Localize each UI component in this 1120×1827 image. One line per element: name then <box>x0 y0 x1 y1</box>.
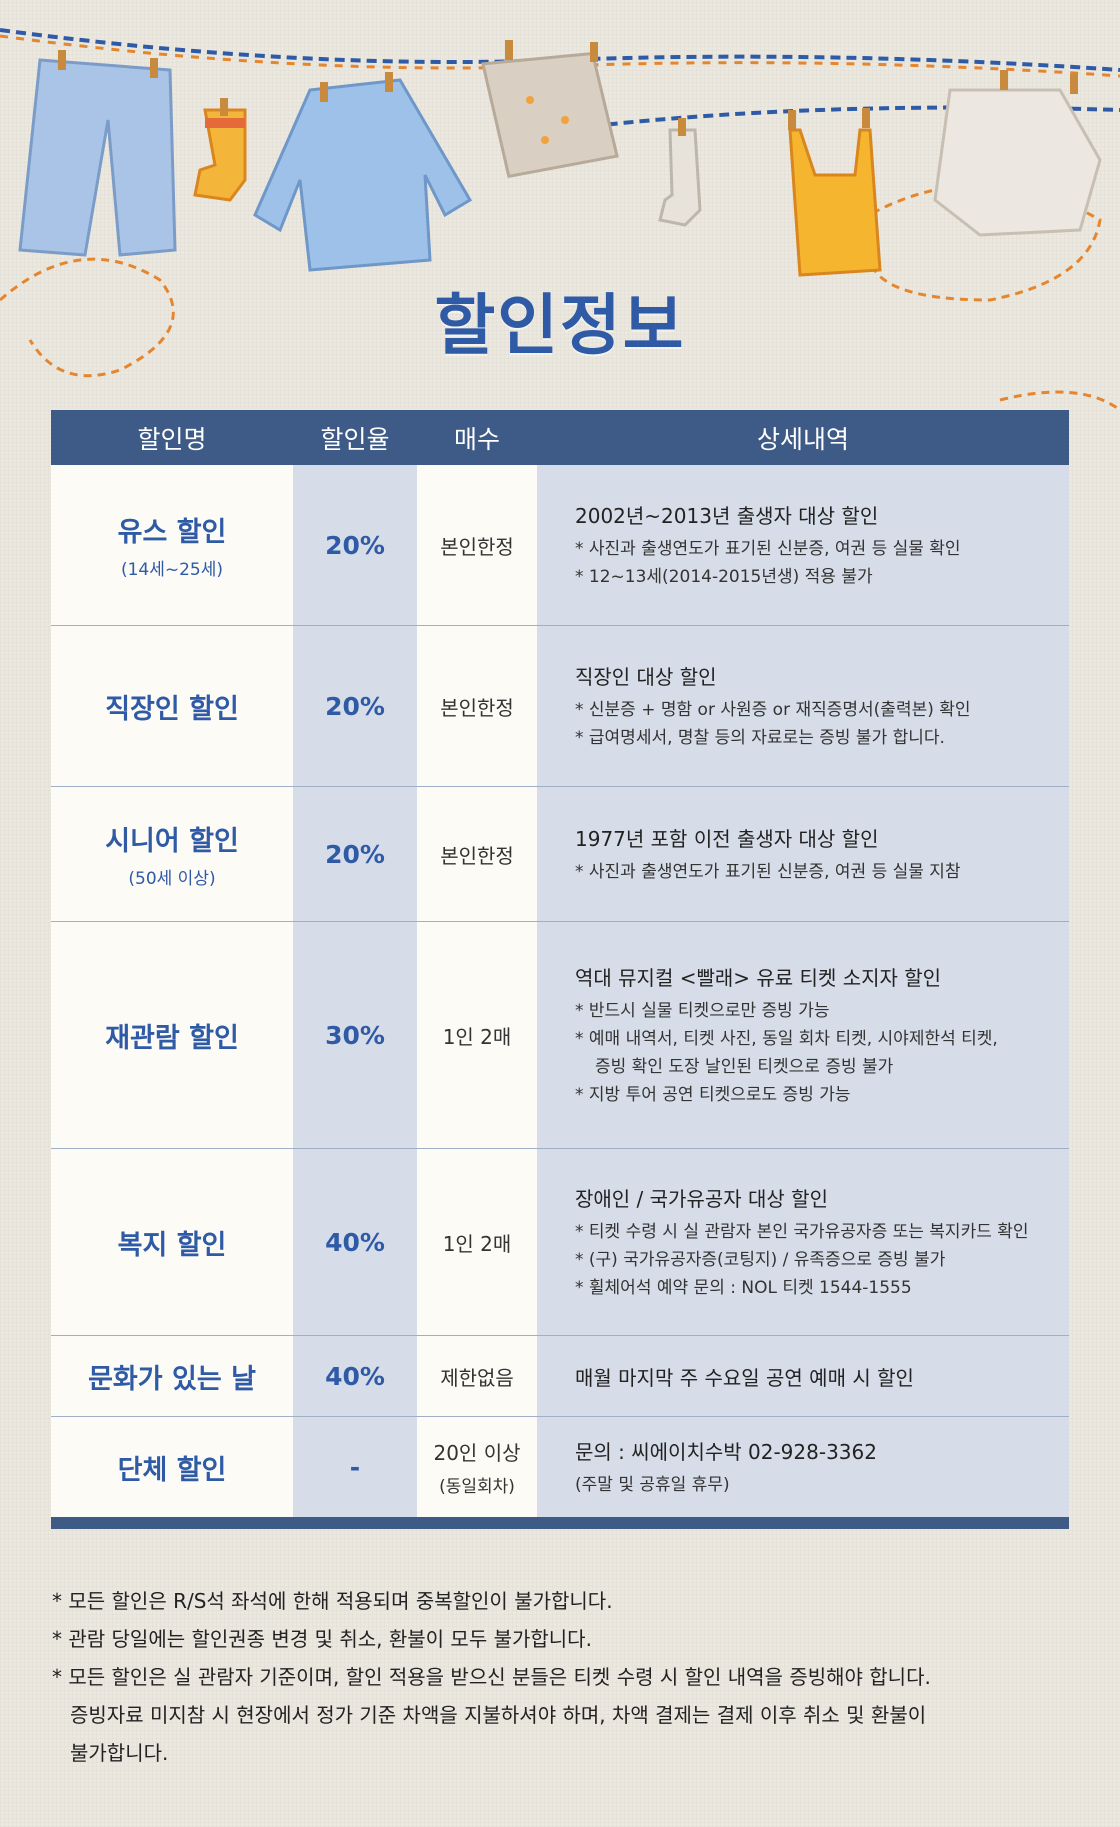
sweater-icon <box>933 88 1102 237</box>
discount-rate: 20% <box>293 787 417 921</box>
detail-line: * 휠체어석 예약 문의 : NOL 티켓 1544-1555 <box>575 1277 912 1298</box>
discount-rate: 40% <box>293 1336 417 1416</box>
table-row: 단체 할인 - 20인 이상 (동일회차) 문의 : 씨에이치수박 02-928-… <box>51 1417 1069 1517</box>
detail-line: (주말 및 공휴일 휴무) <box>575 1474 730 1495</box>
discount-name: 유스 할인 <box>117 517 227 548</box>
laundry-illustration <box>0 28 1120 412</box>
detail-line: * 사진과 출생연도가 표기된 신분증, 여권 등 실물 지참 <box>575 861 961 882</box>
shirt-icon <box>253 78 473 272</box>
ticket-limit: 본인한정 <box>440 534 514 559</box>
ticket-limit: 1인 2매 <box>442 1024 512 1049</box>
detail-line: * 예매 내역서, 티켓 사진, 동일 회차 티켓, 시야제한석 티켓, <box>575 1028 998 1049</box>
discount-rate: 20% <box>293 626 417 786</box>
pants-icon <box>18 58 177 257</box>
tank-top-icon <box>788 128 882 277</box>
detail-line: * 12~13세(2014-2015년생) 적용 불가 <box>575 566 873 587</box>
discount-rate: 40% <box>293 1149 417 1335</box>
detail-heading: 문의 : 씨에이치수박 02-928-3362 <box>575 1439 877 1464</box>
discount-rate: - <box>293 1417 417 1517</box>
table-row: 문화가 있는 날 40% 제한없음 매월 마지막 주 수요일 공연 예매 시 할… <box>51 1336 1069 1417</box>
note-line: 불가합니다. <box>70 1741 169 1765</box>
ticket-limit: 제한없음 <box>440 1365 514 1390</box>
detail-line: * 신분증 + 명함 or 사원증 or 재직증명서(출력본) 확인 <box>575 699 971 720</box>
discount-table: 할인명 할인율 매수 상세내역 유스 할인 (14세~25세) 20% 본인한정 … <box>51 410 1069 1529</box>
discount-name: 직장인 할인 <box>105 693 239 725</box>
ticket-limit: 본인한정 <box>440 843 514 868</box>
table-row: 재관람 할인 30% 1인 2매 역대 뮤지컬 <빨래> 유료 티켓 소지자 할… <box>51 922 1069 1149</box>
discount-name: 복지 할인 <box>117 1229 227 1261</box>
ticket-limit: 20인 이상 <box>433 1441 521 1465</box>
detail-heading: 직장인 대상 할인 <box>575 664 717 689</box>
detail-line: * 티켓 수령 시 실 관람자 본인 국가유공자증 또는 복지카드 확인 <box>575 1221 1029 1242</box>
discount-name: 재관람 할인 <box>105 1022 239 1054</box>
detail-line: * 반드시 실물 티켓으로만 증빙 가능 <box>575 1000 830 1021</box>
ticket-limit: 본인한정 <box>440 695 514 720</box>
header-rate: 할인율 <box>320 424 390 454</box>
note-line: 증빙자료 미지참 시 현장에서 정가 기준 차액을 지불하셔야 하며, 차액 결… <box>70 1703 927 1727</box>
detail-line: * 급여명세서, 명찰 등의 자료로는 증빙 불가 합니다. <box>575 727 945 748</box>
discount-rate: 20% <box>293 465 417 625</box>
note-line: * 관람 당일에는 할인권종 변경 및 취소, 환불이 모두 불가합니다. <box>52 1627 592 1651</box>
detail-line: * (구) 국가유공자증(코팅지) / 유족증으로 증빙 불가 <box>575 1249 946 1270</box>
discount-name: 문화가 있는 날 <box>88 1363 256 1395</box>
table-row: 직장인 할인 20% 본인한정 직장인 대상 할인 * 신분증 + 명함 or … <box>51 626 1069 787</box>
detail-heading: 2002년~2013년 출생자 대상 할인 <box>575 503 879 528</box>
sock-icon <box>658 128 702 227</box>
note-line: * 모든 할인은 실 관람자 기준이며, 할인 적용을 받으신 분들은 티켓 수… <box>52 1665 931 1689</box>
table-row: 복지 할인 40% 1인 2매 장애인 / 국가유공자 대상 할인 * 티켓 수… <box>51 1149 1069 1336</box>
discount-condition: (14세~25세) <box>120 560 224 580</box>
header-detail: 상세내역 <box>756 424 849 454</box>
ticket-limit: 1인 2매 <box>442 1231 512 1256</box>
table-header: 할인명 할인율 매수 상세내역 <box>51 410 1069 465</box>
jacket-icon <box>481 51 619 179</box>
sock-icon <box>193 108 247 202</box>
table-row: 유스 할인 (14세~25세) 20% 본인한정 2002년~2013년 출생자 … <box>51 465 1069 626</box>
discount-name: 단체 할인 <box>117 1454 227 1486</box>
ticket-limit-note: (동일회차) <box>439 1477 515 1497</box>
discount-condition: (50세 이상) <box>128 869 216 889</box>
notes: * 모든 할인은 R/S석 좌석에 한해 적용되며 중복할인이 불가합니다. *… <box>52 1582 1082 1772</box>
header-qty: 매수 <box>453 424 500 454</box>
page-title: 할인정보 <box>434 287 686 364</box>
detail-line: * 지방 투어 공연 티켓으로도 증빙 가능 <box>575 1084 851 1105</box>
detail-heading: 1977년 포함 이전 출생자 대상 할인 <box>575 826 879 851</box>
note-line: * 모든 할인은 R/S석 좌석에 한해 적용되며 중복할인이 불가합니다. <box>52 1589 613 1613</box>
table-row: 시니어 할인 (50세 이상) 20% 본인한정 1977년 포함 이전 출생자 … <box>51 787 1069 922</box>
detail-heading: 역대 뮤지컬 <빨래> 유료 티켓 소지자 할인 <box>575 965 942 990</box>
discount-rate: 30% <box>293 922 417 1148</box>
detail-line: * 사진과 출생연도가 표기된 신분증, 여권 등 실물 확인 <box>575 538 961 559</box>
detail-heading: 장애인 / 국가유공자 대상 할인 <box>575 1186 828 1211</box>
detail-line: 증빙 확인 도장 날인된 티켓으로 증빙 불가 <box>595 1056 894 1077</box>
header-name: 할인명 <box>137 424 207 454</box>
discount-name: 시니어 할인 <box>105 826 239 857</box>
detail-heading: 매월 마지막 주 수요일 공연 예매 시 할인 <box>575 1365 914 1390</box>
